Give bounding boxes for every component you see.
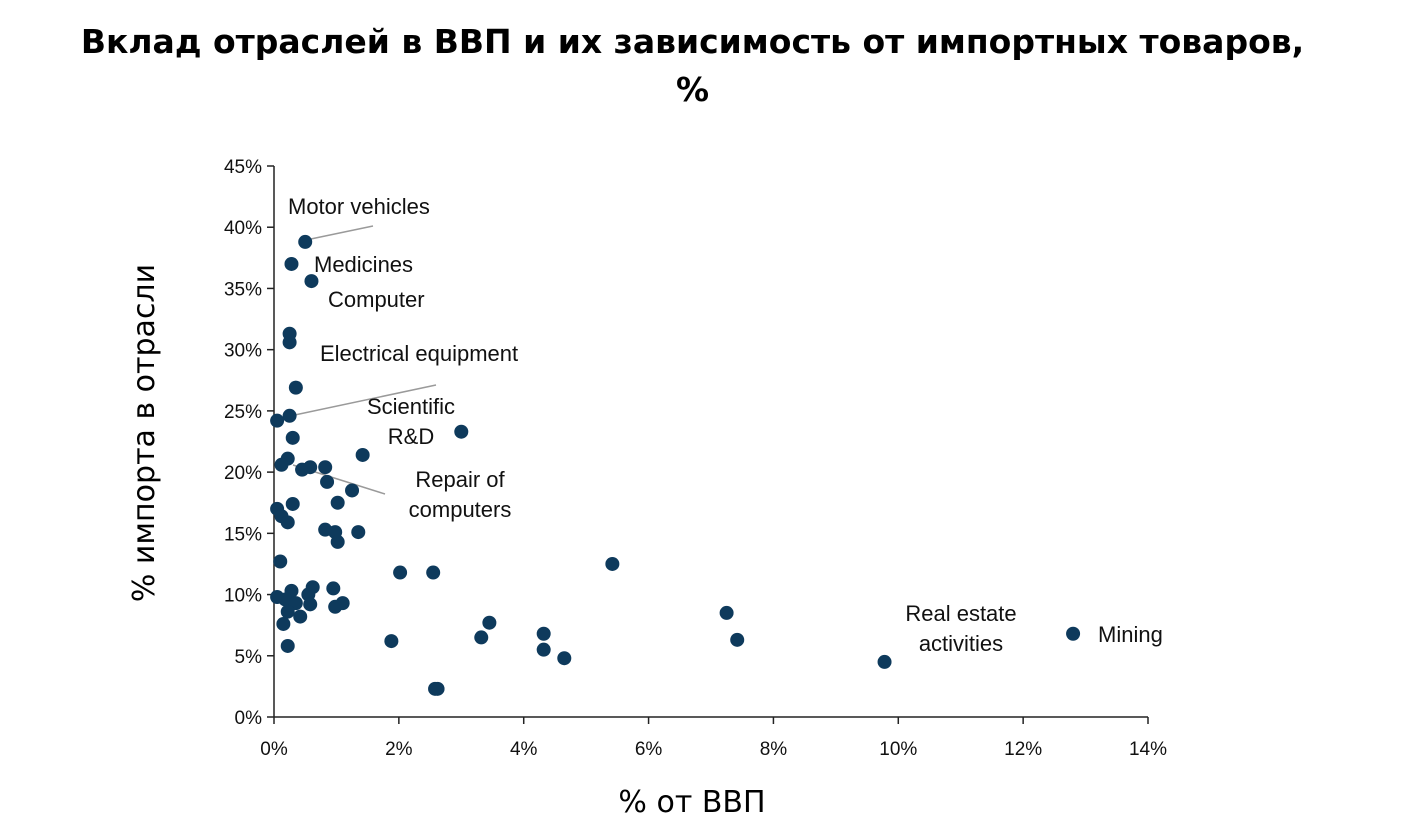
- data-point: [298, 234, 313, 249]
- annotation-leader-line: [289, 384, 437, 417]
- data-point: [454, 424, 469, 439]
- x-tick-label: 10%: [879, 739, 917, 760]
- data-point: [280, 638, 295, 653]
- data-point: [719, 605, 734, 620]
- chart-title-line-1: Вклад отраслей в ВВП и их зависимость от…: [80, 22, 1305, 61]
- y-tick-label: 20%: [224, 463, 262, 484]
- data-point: [482, 615, 497, 630]
- y-tick-label: 0%: [235, 708, 263, 729]
- data-point: [330, 495, 345, 510]
- annotation-label: Mining: [1098, 622, 1163, 647]
- data-point: [280, 515, 295, 530]
- data-point: [304, 274, 319, 289]
- data-point: [282, 408, 297, 423]
- data-point: [318, 460, 333, 475]
- data-point: [1066, 626, 1081, 641]
- data-point: [393, 565, 408, 580]
- data-point: [270, 413, 285, 428]
- y-tick-label: 5%: [235, 647, 263, 668]
- annotation-label: Real estate activities: [905, 601, 1016, 656]
- data-point: [320, 474, 335, 489]
- data-point: [605, 556, 620, 571]
- y-tick-label: 35%: [224, 279, 262, 300]
- y-tick-label: 40%: [224, 218, 262, 239]
- x-axis-title: % от ВВП: [618, 785, 765, 820]
- data-point: [536, 626, 551, 641]
- annotation-leader-line: [305, 225, 374, 241]
- data-point: [273, 554, 288, 569]
- data-point: [430, 681, 445, 696]
- y-tick-label: 45%: [224, 157, 262, 178]
- x-tick-label: 14%: [1129, 739, 1167, 760]
- x-tick-label: 6%: [635, 739, 663, 760]
- data-point: [278, 592, 293, 607]
- y-tick-label: 25%: [224, 402, 262, 423]
- y-axis-title: % импорта в отрасли: [127, 264, 162, 602]
- chart-title: Вклад отраслей в ВВП и их зависимость от…: [0, 18, 1385, 114]
- x-tick-label: 0%: [260, 739, 288, 760]
- data-point: [328, 599, 343, 614]
- x-tick-label: 12%: [1004, 739, 1042, 760]
- y-tick-label: 15%: [224, 524, 262, 545]
- chart-title-line-2: %: [675, 70, 710, 109]
- data-point: [274, 457, 289, 472]
- annotation-label: Motor vehicles: [288, 194, 430, 219]
- data-point: [536, 642, 551, 657]
- y-tick-label: 10%: [224, 586, 262, 607]
- data-point: [280, 604, 295, 619]
- data-point: [285, 496, 300, 511]
- data-point: [351, 525, 366, 540]
- data-point: [557, 651, 572, 666]
- annotation-label: Medicines: [314, 252, 413, 277]
- data-point: [355, 447, 370, 462]
- data-point: [877, 654, 892, 669]
- y-tick-label: 30%: [224, 341, 262, 362]
- data-point: [303, 597, 318, 612]
- data-point: [303, 460, 318, 475]
- data-point: [384, 634, 399, 649]
- data-point: [284, 256, 299, 271]
- data-point: [426, 565, 441, 580]
- x-tick-label: 2%: [385, 739, 413, 760]
- data-point: [345, 483, 360, 498]
- annotation-label: Repair of computers: [409, 467, 512, 522]
- data-point: [288, 380, 303, 395]
- data-point: [730, 632, 745, 647]
- data-point: [282, 335, 297, 350]
- data-point: [285, 430, 300, 445]
- annotation-label: Scientific R&D: [367, 394, 455, 449]
- data-point: [293, 609, 308, 624]
- annotation-label: Electrical equipment: [320, 341, 518, 366]
- data-point: [330, 534, 345, 549]
- annotation-label: Computer: [328, 287, 425, 312]
- x-tick-label: 4%: [510, 739, 538, 760]
- data-point: [474, 630, 489, 645]
- x-tick-label: 8%: [760, 739, 788, 760]
- data-point: [326, 581, 341, 596]
- data-point: [276, 616, 291, 631]
